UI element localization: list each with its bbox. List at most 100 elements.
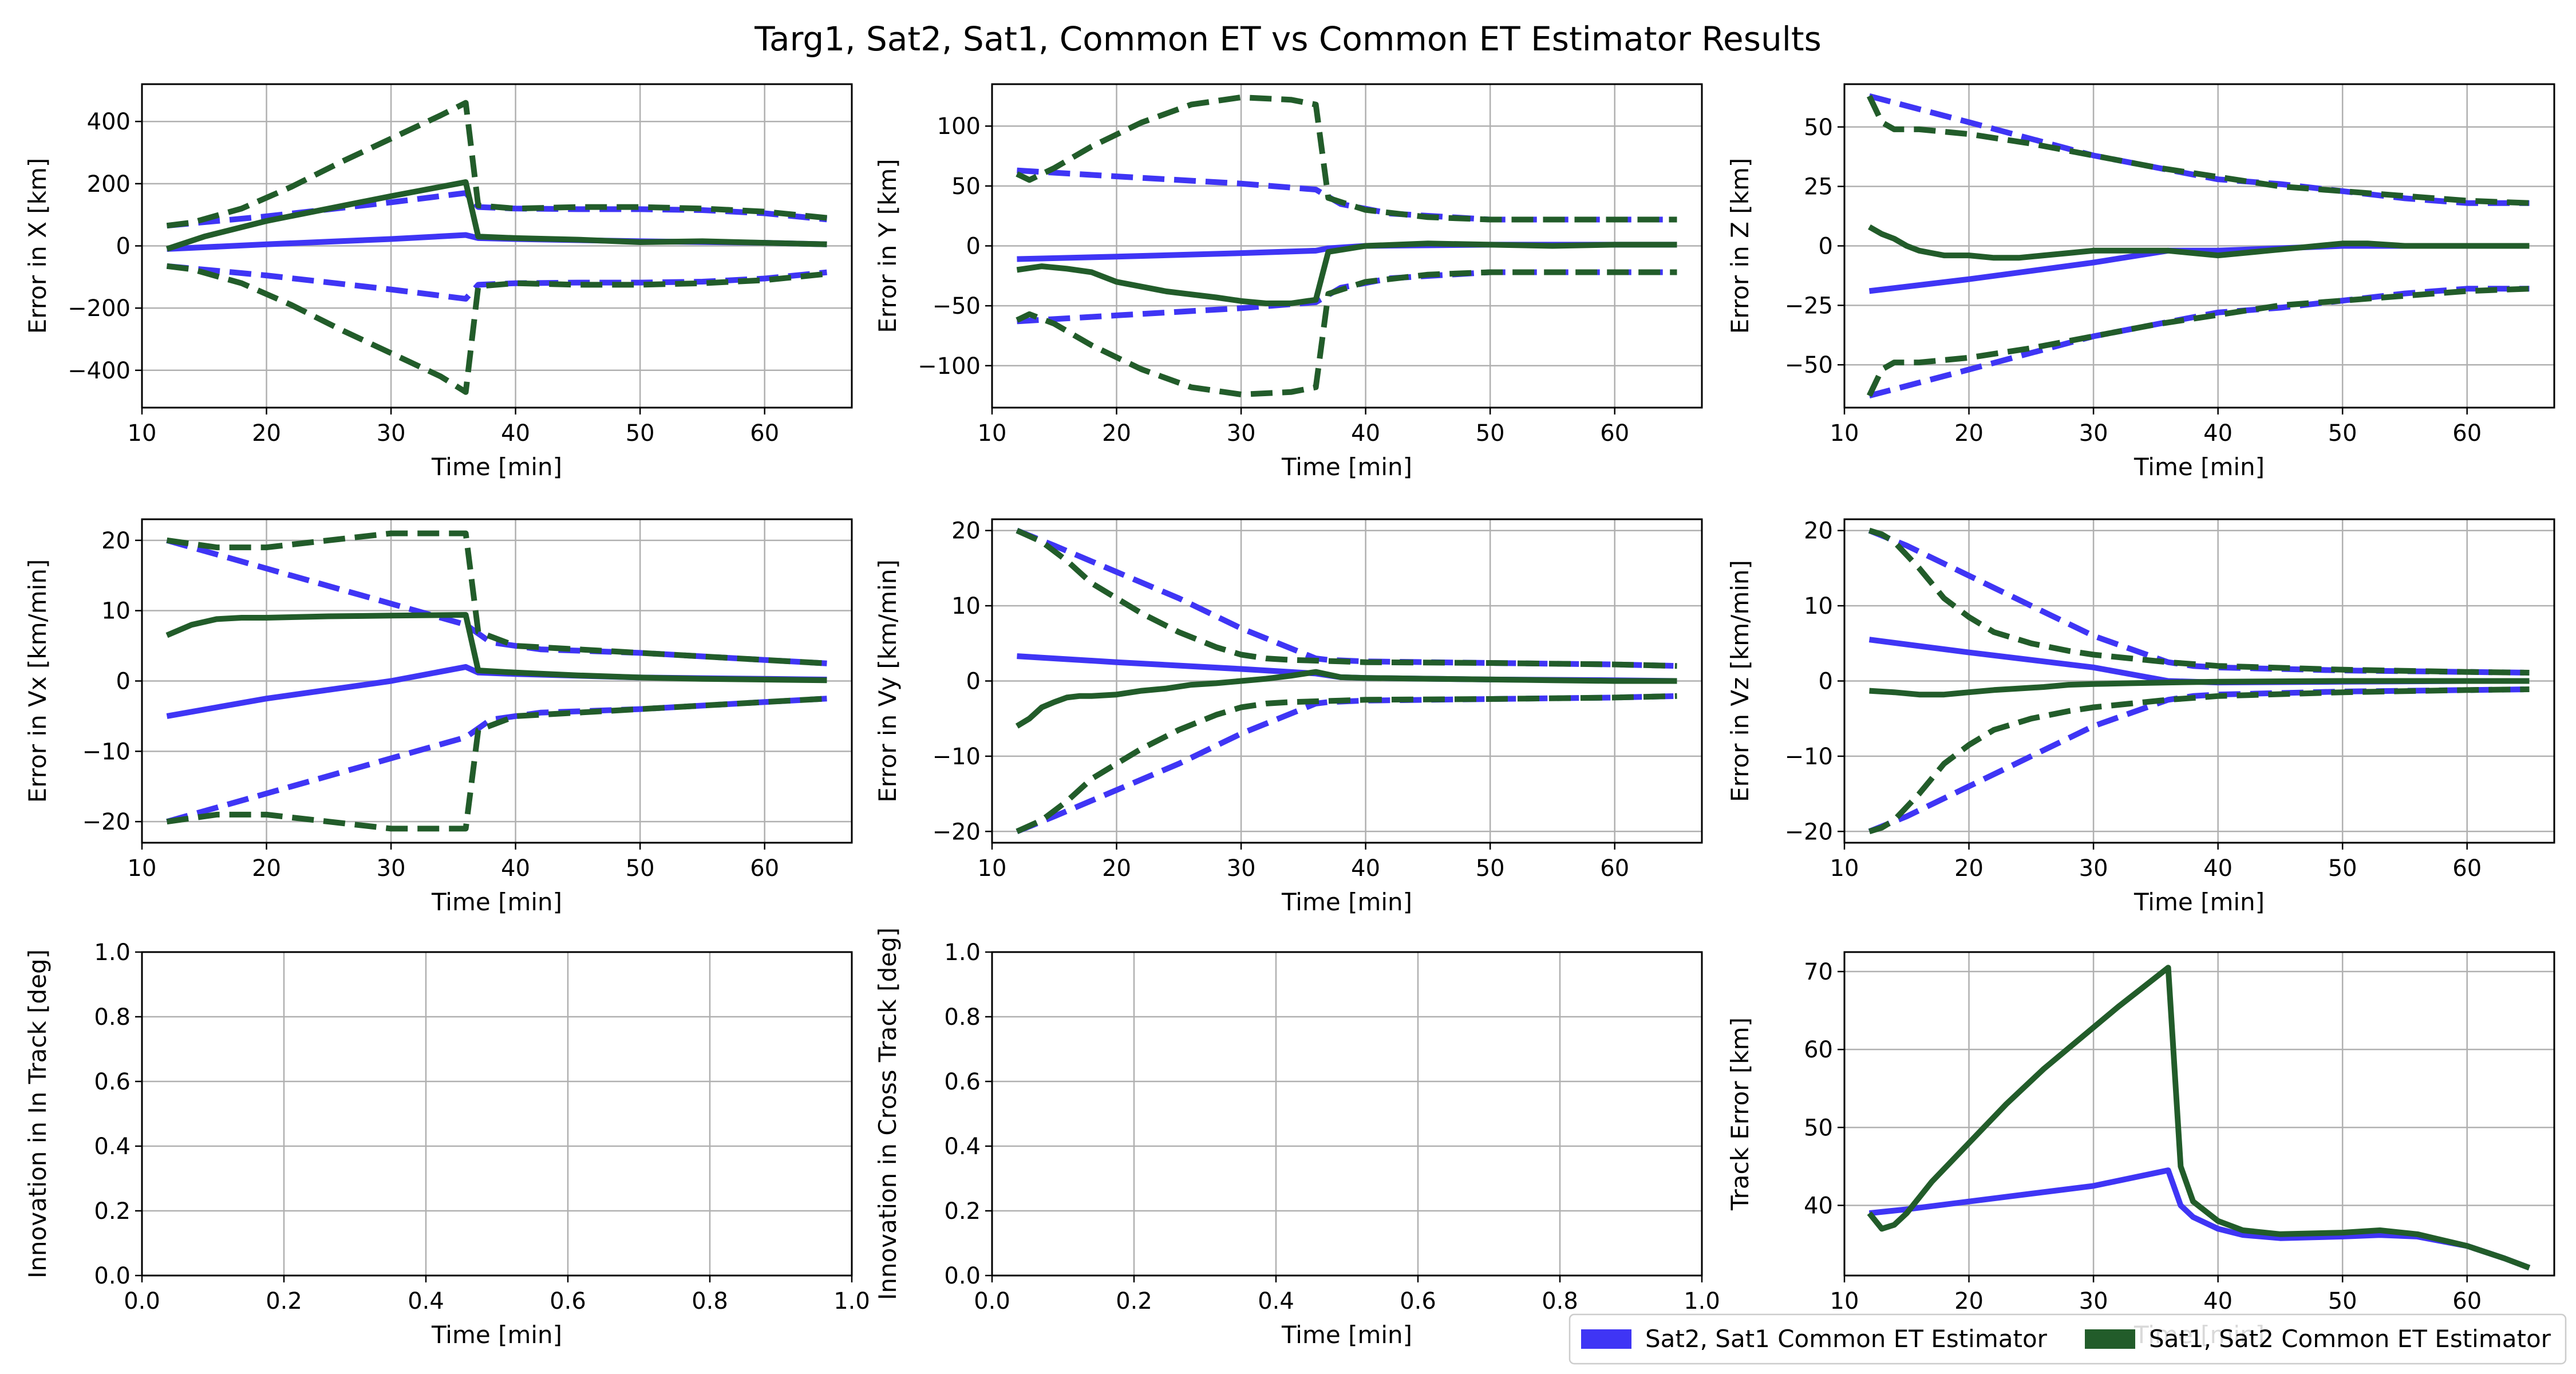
y-axis-label: Error in Y [km]	[874, 159, 902, 333]
y-tick-label: −20	[1785, 819, 1833, 845]
subplot-5: 10 20 30 40 50 60 −20 −10 0 10 20 Time [min] Error i…	[874, 518, 1703, 916]
axes-frame	[991, 951, 1703, 1277]
x-tick-label: 30	[1227, 855, 1256, 882]
x-axis-label: Time [min]	[1281, 453, 1412, 481]
x-tick-label: 10	[978, 420, 1007, 447]
plot-area	[142, 952, 852, 1276]
y-tick-label: 0.0	[94, 1263, 131, 1289]
series-line-error-6	[165, 179, 827, 252]
series-line-bound-4	[166, 100, 827, 229]
y-tick-label: 70	[1804, 959, 1833, 985]
y-tick-label: 1.0	[94, 939, 131, 966]
y-axis-label: Track Error [km]	[1726, 1017, 1754, 1211]
series-line-error-6	[1869, 678, 2530, 698]
subplot-7: 0.0 0.2 0.4 0.6 0.8 1.0 0.0 0.2 0.4 0.6 0.8 1.0 Time…	[23, 939, 870, 1349]
x-tick-label: 10	[128, 855, 157, 882]
x-tick-label: 20	[1954, 855, 1984, 882]
y-tick-label: 200	[87, 171, 131, 198]
axes-frame	[1843, 518, 2555, 844]
x-tick-label: 30	[2079, 420, 2108, 447]
x-tick-label: 50	[1476, 855, 1505, 882]
y-tick-label: 400	[87, 109, 131, 135]
x-tick-label: 20	[1102, 420, 1131, 447]
x-tick-label: 60	[750, 420, 779, 447]
x-tick-label: 40	[501, 855, 530, 882]
y-tick-label: −50	[1785, 352, 1833, 378]
series-line-error-2	[1867, 965, 2531, 1271]
y-tick-label: 60	[1804, 1037, 1833, 1063]
y-tick-label: 0	[1819, 234, 1833, 260]
x-tick-label: 0.8	[692, 1288, 728, 1314]
x-tick-label: 20	[252, 420, 281, 447]
legend-swatch	[1581, 1329, 1631, 1349]
y-tick-label: 50	[951, 173, 981, 200]
x-tick-label: 50	[2328, 855, 2357, 882]
y-tick-label: 25	[1804, 174, 1833, 200]
x-axis-label: Time [min]	[431, 888, 562, 916]
y-tick-label: 20	[951, 518, 981, 544]
plot-area	[1844, 952, 2554, 1276]
series-line-error-6	[165, 612, 827, 684]
subplot-9: 10203040506040506070Time [min]Track Erro…	[1726, 951, 2555, 1349]
subplot-8: 0.0 0.2 0.4 0.6 0.8 1.0 0.0 0.2 0.4 0.6 0.8 1.0 Time…	[874, 927, 1720, 1349]
x-tick-label: 10	[1830, 1288, 1859, 1314]
y-tick-label: 0.0	[944, 1263, 981, 1289]
x-tick-label: 60	[750, 855, 779, 882]
x-tick-label: 30	[377, 855, 406, 882]
y-tick-label: 0	[966, 234, 981, 260]
x-tick-label: 40	[1351, 420, 1380, 447]
legend-label: Sat1, Sat2 Common ET Estimator	[2149, 1325, 2551, 1353]
x-tick-label: 10	[1830, 855, 1859, 882]
x-tick-label: 0.0	[974, 1288, 1010, 1314]
x-axis-label: Time [min]	[2134, 888, 2265, 916]
y-tick-label: 10	[1804, 593, 1833, 619]
series-group	[1867, 965, 2531, 1271]
y-tick-label: 0.4	[94, 1134, 131, 1160]
y-tick-label: −50	[933, 293, 981, 319]
y-tick-label: 0.2	[94, 1198, 131, 1225]
y-tick-label: 0.6	[944, 1069, 981, 1095]
y-axis-label: Innovation in Cross Track [deg]	[874, 927, 902, 1300]
axes-frame	[1843, 83, 2555, 409]
series-line-bound-5	[166, 263, 827, 395]
series-line-error-6	[1868, 224, 2530, 261]
axes-frame	[141, 518, 853, 844]
y-tick-label: 0	[966, 669, 981, 695]
series-line-error-6	[1016, 240, 1677, 306]
plot-area	[992, 952, 1702, 1276]
axes-frame	[991, 83, 1703, 409]
x-tick-label: 1.0	[833, 1288, 870, 1314]
x-tick-label: 40	[2203, 855, 2233, 882]
x-tick-label: 20	[1954, 420, 1984, 447]
series-line-bound-4	[166, 530, 827, 666]
y-tick-label: 50	[1804, 114, 1833, 141]
series-line-bound-5	[1016, 269, 1677, 397]
axes-frame	[991, 518, 1703, 844]
legend-swatch	[2085, 1329, 2135, 1349]
axes-frame	[1843, 951, 2555, 1277]
x-tick-label: 60	[1600, 420, 1629, 447]
y-tick-label: −20	[82, 809, 131, 835]
x-tick-label: 30	[2079, 855, 2108, 882]
x-tick-label: 0.6	[550, 1288, 586, 1314]
legend-box	[1568, 1313, 2567, 1365]
y-axis-label: Error in Vx [km/min]	[23, 559, 52, 803]
x-tick-label: 50	[2328, 1288, 2357, 1314]
x-tick-label: 50	[2328, 420, 2357, 447]
y-axis-label: Error in X [km]	[23, 158, 52, 334]
y-tick-label: 0.8	[94, 1004, 131, 1030]
x-tick-label: 10	[128, 420, 157, 447]
x-tick-label: 30	[1227, 420, 1256, 447]
subplot-6: 10 20 30 40 50 60 −20 −10 0 10 20 Time [min] Error i…	[1726, 518, 2555, 916]
series-line-bound-5	[1016, 693, 1677, 834]
y-tick-label: −100	[918, 353, 981, 380]
series-line-error-6	[1015, 669, 1677, 729]
x-tick-label: 30	[2079, 1288, 2108, 1314]
x-axis-label: Time [min]	[2134, 453, 2265, 481]
y-tick-label: 1.0	[944, 939, 981, 966]
subplot-4: 10 20 30 40 50 60 −20 −10 0 10 20 Time [min] Error i…	[23, 518, 853, 916]
y-tick-label: −10	[933, 744, 981, 770]
x-tick-label: 10	[1830, 420, 1859, 447]
